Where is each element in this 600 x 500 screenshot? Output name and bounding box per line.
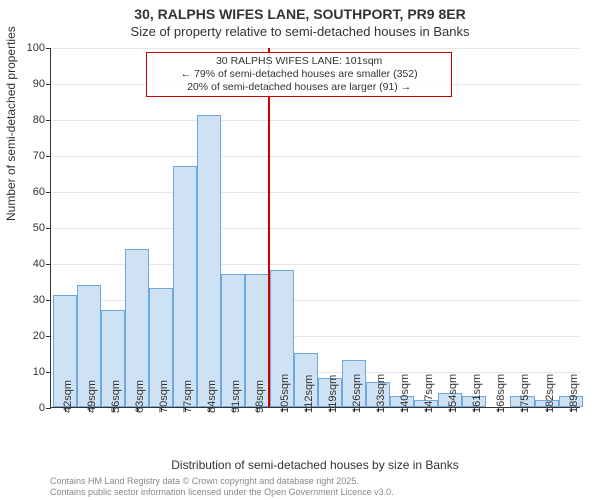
histogram-bar [197, 115, 221, 407]
x-tick-label: 182sqm [544, 374, 556, 413]
chart-title-main: 30, RALPHS WIFES LANE, SOUTHPORT, PR9 8E… [0, 6, 600, 22]
reference-line [268, 48, 270, 407]
gridline [51, 192, 580, 193]
x-tick-label: 175sqm [519, 374, 531, 413]
x-tick-label: 49sqm [86, 380, 98, 413]
y-tick-label: 20 [15, 330, 51, 342]
y-tick-label: 0 [15, 402, 51, 414]
x-axis-label: Distribution of semi-detached houses by … [50, 458, 580, 472]
x-tick-label: 161sqm [471, 374, 483, 413]
y-tick-label: 10 [15, 366, 51, 378]
x-tick-label: 119sqm [327, 375, 339, 413]
x-tick-label: 189sqm [568, 374, 580, 413]
x-tick-label: 77sqm [182, 380, 194, 413]
y-tick-label: 90 [15, 78, 51, 90]
x-tick-label: 91sqm [230, 380, 242, 413]
y-tick-label: 100 [15, 42, 51, 54]
y-tick-label: 50 [15, 222, 51, 234]
gridline [51, 120, 580, 121]
y-tick-label: 30 [15, 294, 51, 306]
annotation-line: ← 79% of semi-detached houses are smalle… [153, 68, 445, 81]
gridline [51, 228, 580, 229]
histogram-bar [173, 166, 197, 407]
annotation-line: 30 RALPHS WIFES LANE: 101sqm [153, 55, 445, 68]
x-tick-label: 126sqm [351, 374, 363, 413]
gridline [51, 48, 580, 49]
x-tick-label: 112sqm [303, 375, 315, 413]
x-tick-label: 168sqm [495, 374, 507, 413]
x-tick-label: 154sqm [447, 374, 459, 413]
x-tick-label: 133sqm [375, 374, 387, 413]
y-tick-label: 70 [15, 150, 51, 162]
x-tick-label: 84sqm [206, 380, 218, 413]
footer-line-1: Contains HM Land Registry data © Crown c… [50, 476, 394, 487]
annotation-box: 30 RALPHS WIFES LANE: 101sqm← 79% of sem… [146, 52, 452, 97]
y-tick-label: 60 [15, 186, 51, 198]
chart-plot-area: 010203040506070809010042sqm49sqm56sqm63s… [50, 48, 580, 408]
x-tick-label: 56sqm [110, 380, 122, 413]
chart-title-sub: Size of property relative to semi-detach… [0, 24, 600, 39]
x-tick-label: 98sqm [254, 380, 266, 413]
x-tick-label: 105sqm [279, 374, 291, 413]
x-tick-label: 147sqm [423, 374, 435, 413]
x-tick-label: 63sqm [134, 380, 146, 413]
footer-line-2: Contains public sector information licen… [50, 487, 394, 498]
annotation-line: 20% of semi-detached houses are larger (… [153, 81, 445, 94]
y-tick-label: 80 [15, 114, 51, 126]
gridline [51, 156, 580, 157]
chart-footer: Contains HM Land Registry data © Crown c… [50, 476, 394, 498]
y-tick-label: 40 [15, 258, 51, 270]
x-tick-label: 42sqm [62, 380, 74, 413]
x-tick-label: 140sqm [399, 374, 411, 413]
x-tick-label: 70sqm [158, 380, 170, 413]
